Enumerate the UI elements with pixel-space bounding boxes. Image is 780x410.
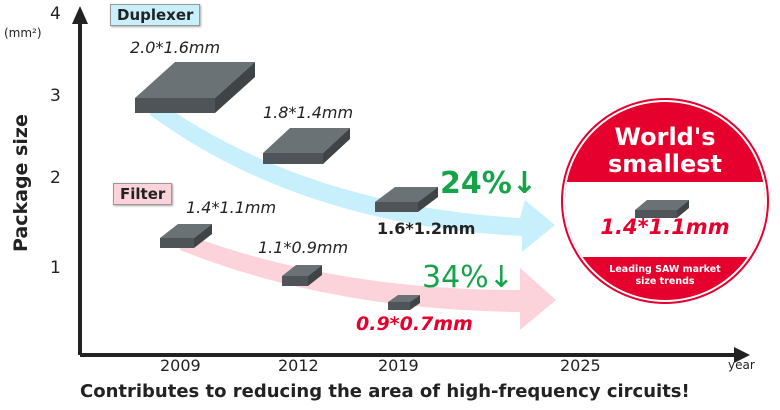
badge-note1: Leading SAW market — [609, 264, 721, 275]
caption: Contributes to reducing the area of high… — [80, 381, 690, 402]
duplexer-reduction: 24%↓ — [440, 166, 537, 201]
y-axis-label: Package size — [10, 114, 32, 252]
x-axis-label: year — [728, 358, 755, 372]
duplexer-tag: Duplexer — [110, 4, 201, 26]
filter-2019-size: 0.9*0.7mm — [356, 313, 473, 335]
badge-size: 1.4*1.1mm — [600, 215, 730, 239]
filter-reduction: 34%↓ — [422, 260, 514, 295]
filter-tag: Filter — [113, 183, 173, 205]
badge-chip-icon — [635, 200, 689, 218]
ytick-3: 3 — [50, 86, 61, 106]
badge-line1: World's — [614, 123, 716, 151]
ytick-2: 2 — [50, 168, 61, 188]
xtick-2019: 2019 — [378, 356, 419, 375]
filter-2012-size: 1.1*0.9mm — [258, 238, 349, 257]
chip-filter-2009 — [160, 224, 212, 248]
duplexer-2019-size: 1.6*1.2mm — [377, 219, 476, 238]
chip-filter-2012 — [282, 265, 322, 286]
chip-filter-2019 — [388, 295, 420, 310]
chip-duplexer-2019 — [375, 187, 438, 212]
badge-line2: smallest — [608, 150, 722, 178]
ytick-1: 1 — [50, 258, 61, 278]
duplexer-2012-size: 1.8*1.4mm — [263, 103, 354, 122]
badge-white-band — [565, 182, 765, 257]
filter-2009-size: 1.4*1.1mm — [186, 198, 277, 217]
y-unit: (mm²) — [4, 26, 42, 40]
xtick-2012: 2012 — [278, 356, 319, 375]
xtick-2009: 2009 — [160, 356, 201, 375]
ytick-4: 4 — [50, 4, 61, 24]
chip-duplexer-2012 — [263, 128, 350, 164]
worlds-smallest-badge: World's smallest 1.4*1.1mm Leading SAW ma… — [563, 100, 767, 302]
chip-duplexer-2009 — [135, 62, 255, 113]
duplexer-2009-size: 2.0*1.6mm — [130, 38, 221, 57]
badge-note2: size trends — [635, 276, 695, 287]
xtick-2025: 2025 — [560, 356, 601, 375]
